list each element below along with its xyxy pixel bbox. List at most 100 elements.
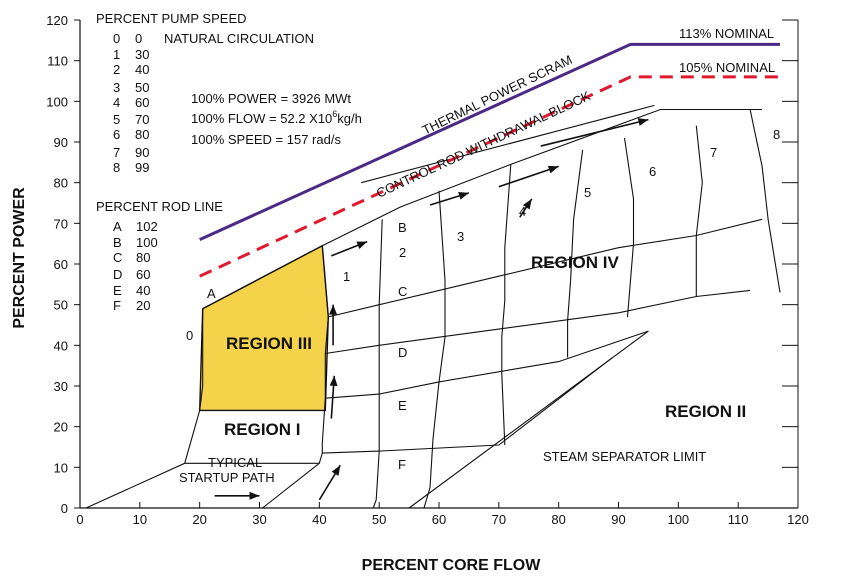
- pump-speed-line-8: [749, 109, 781, 293]
- pump-line-4-tag: 4: [519, 204, 526, 219]
- rod-block-nominal-label: 105% NOMINAL: [679, 60, 775, 75]
- pump-line-2-speed: 40: [135, 62, 149, 77]
- x-tick-label: 30: [252, 512, 266, 527]
- x-tick-label: 20: [192, 512, 206, 527]
- startup-arrow-9: [519, 198, 533, 218]
- y-tick-label: 20: [54, 420, 68, 435]
- arrow-head: [637, 118, 649, 126]
- nominal-flow-exponent: 6: [332, 109, 337, 119]
- pump-speed-line-6: [623, 137, 635, 317]
- scram-nominal-label: 113% NOMINAL: [679, 26, 774, 41]
- rod-line-c: [328, 218, 763, 318]
- nominal-conditions: 100% POWER = 3926 MWt 100% FLOW = 52.2 X…: [191, 91, 362, 147]
- rod-line-b-label: B: [113, 235, 122, 250]
- pump-speed-line-7: [695, 125, 703, 297]
- tick-labels: 0 10 20 30 40 50 60 70 80 90 100 110 120010203040506…: [46, 13, 809, 527]
- pump-line-4-speed: 60: [135, 95, 149, 110]
- arrow-head: [458, 192, 469, 200]
- y-tick-label: 10: [54, 460, 68, 475]
- startup-arrow-5: [331, 240, 368, 257]
- startup-arrow-7: [498, 165, 559, 188]
- region-i-label: REGION I: [224, 420, 301, 439]
- y-tick-label: 70: [54, 216, 68, 231]
- pump-line-0-label: 0: [113, 31, 120, 46]
- rod-line-b-value: 100: [136, 235, 158, 250]
- pump-speed-line-3: [423, 190, 446, 509]
- y-tick-label: 100: [46, 94, 68, 109]
- startup-label-line2: STARTUP PATH: [179, 470, 275, 485]
- arrow-shaft: [498, 165, 559, 188]
- rod-line-a-value: 102: [136, 219, 158, 234]
- rod-line-e-value: 40: [136, 283, 150, 298]
- x-tick-label: 0: [76, 512, 83, 527]
- pump-speed-line-5: [567, 150, 584, 358]
- steam-separator-line: [408, 330, 649, 509]
- rod-line-a-label: A: [113, 219, 122, 234]
- scram-line-label: THERMAL POWER SCRAM: [420, 52, 575, 138]
- pump-line-0-note: NATURAL CIRCULATION: [164, 31, 314, 46]
- startup-arrow-1: [214, 491, 260, 500]
- pump-line-2-tag: 2: [399, 245, 406, 260]
- rod-line-f-value: 20: [136, 298, 150, 313]
- pump-line-5-tag: 5: [584, 185, 591, 200]
- region-iii-label: REGION III: [226, 334, 312, 353]
- startup-arrow-2: [318, 464, 341, 501]
- rod-line-b-tag: B: [398, 220, 407, 235]
- rod-line-c-label: C: [113, 250, 122, 265]
- x-axis-label: PERCENT CORE FLOW: [362, 557, 542, 574]
- pump-line-4-label: 4: [113, 95, 120, 110]
- pump-speed-line-2: [372, 219, 383, 509]
- x-tick-label: 60: [432, 512, 446, 527]
- rod-line-f: [322, 357, 613, 454]
- pump-speed-line-4: [501, 164, 512, 446]
- pump-line-2-label: 2: [113, 62, 120, 77]
- startup-arrow-4: [329, 304, 338, 346]
- arrow-head: [547, 165, 559, 174]
- y-tick-label: 110: [47, 54, 68, 69]
- pump-line-8-tag: 8: [773, 127, 780, 142]
- startup-arrows: [214, 118, 649, 501]
- pump-line-3-label: 3: [113, 80, 120, 95]
- x-tick-label: 100: [667, 512, 689, 527]
- rod-line-title: PERCENT ROD LINE: [96, 199, 223, 214]
- startup-arrow-8: [540, 118, 649, 147]
- rod-line-f-label: F: [113, 298, 121, 313]
- rod-line-d-tag: D: [398, 345, 407, 360]
- rod-line-a: [202, 108, 763, 310]
- arrow-head: [522, 198, 532, 210]
- pump-line-3-tag: 3: [457, 229, 464, 244]
- nominal-flow: 100% FLOW = 52.2 X106kg/h: [191, 109, 362, 126]
- pump-line-8-speed: 99: [135, 160, 149, 175]
- region-ii-label: REGION II: [665, 402, 746, 421]
- pump-line-7-tag: 7: [710, 145, 717, 160]
- pump-line-8-label: 8: [113, 160, 120, 175]
- pump-speed-line-1: [262, 245, 329, 509]
- rod-withdrawal-block-line: [199, 75, 780, 278]
- rod-line-c-tag: C: [398, 284, 407, 299]
- region-iii-fill: [198, 244, 330, 412]
- limit-lines: [199, 42, 780, 278]
- rod-line-e: [325, 330, 649, 399]
- rod-line-d-value: 60: [136, 267, 150, 282]
- pump-line-1-label: 1: [113, 47, 120, 62]
- x-tick-label: 40: [312, 512, 326, 527]
- pump-speed-legend: PERCENT PUMP SPEED 0 0 NATURAL CIRCULATI…: [96, 11, 314, 175]
- pump-line-7-speed: 90: [135, 145, 149, 160]
- pump-line-6-label: 6: [113, 127, 120, 142]
- rod-line-e-label: E: [113, 283, 122, 298]
- operating-lines: [85, 104, 781, 509]
- x-tick-label: 80: [551, 512, 565, 527]
- pump-line-5-speed: 70: [135, 112, 149, 127]
- nominal-flow-unit: kg/h: [337, 111, 362, 126]
- x-tick-label: 90: [611, 512, 625, 527]
- y-tick-label: 40: [54, 338, 68, 353]
- arrow-shaft: [540, 118, 649, 147]
- arrow-head: [356, 241, 368, 250]
- rod-line-d: [325, 289, 751, 355]
- pump-line-1-tag: 1: [343, 269, 350, 284]
- arrow-head: [329, 375, 338, 387]
- rod-line-e-tag: E: [398, 398, 407, 413]
- y-tick-label: 120: [46, 13, 68, 28]
- rod-line-d-label: D: [113, 267, 122, 282]
